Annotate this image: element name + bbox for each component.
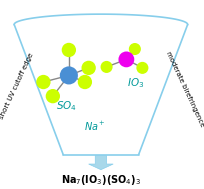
- Text: short UV cutoff edge: short UV cutoff edge: [0, 52, 35, 120]
- Text: moderate birefringence: moderate birefringence: [165, 50, 204, 127]
- Text: IO$_3$: IO$_3$: [127, 76, 144, 90]
- Circle shape: [36, 75, 51, 89]
- Circle shape: [101, 61, 113, 73]
- Circle shape: [136, 62, 149, 74]
- Circle shape: [60, 66, 78, 84]
- Text: Na$^+$: Na$^+$: [84, 120, 106, 133]
- Circle shape: [78, 75, 92, 89]
- Circle shape: [119, 51, 134, 67]
- Circle shape: [46, 89, 60, 103]
- Circle shape: [81, 61, 96, 75]
- Circle shape: [62, 43, 76, 57]
- Polygon shape: [89, 156, 113, 170]
- Text: SO$_4$: SO$_4$: [55, 100, 76, 113]
- Circle shape: [129, 43, 141, 55]
- Text: Na$_7$(IO$_3$)(SO$_4$)$_3$: Na$_7$(IO$_3$)(SO$_4$)$_3$: [61, 173, 141, 187]
